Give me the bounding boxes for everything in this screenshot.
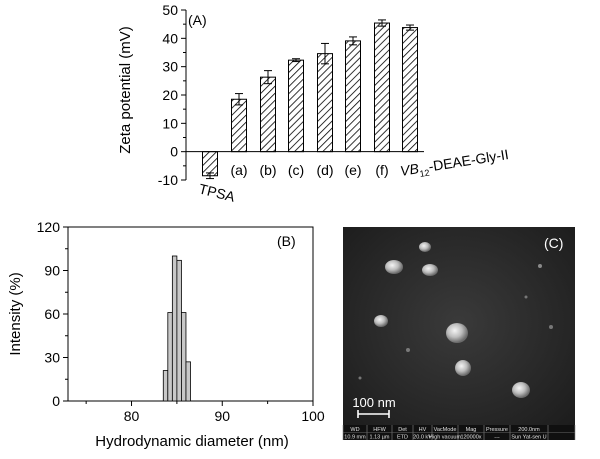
sem-info-header: VacMode (434, 427, 457, 433)
sem-particle (455, 360, 471, 376)
scale-bar (357, 410, 390, 418)
sem-info-value: Sun Yat-sen U (511, 435, 546, 441)
sem-particle (385, 260, 403, 274)
size-y-tick-label: 30 (44, 350, 60, 366)
sem-info-value: 10.9 mm (344, 435, 366, 441)
zeta-bar (260, 76, 276, 153)
category-label: (b) (259, 162, 276, 178)
zeta-y-tick-label: 20 (162, 87, 178, 103)
category-label: (a) (230, 162, 247, 178)
zeta-error-bar (292, 58, 300, 63)
size-histogram-bar (181, 312, 187, 402)
sem-info-value: 120000x (460, 435, 481, 441)
size-y-tick-label: 0 (52, 393, 60, 409)
sem-particle (422, 264, 438, 276)
sem-info-header: Det (398, 427, 407, 433)
sem-info-header: Pressure (486, 427, 508, 433)
size-histogram-bar (162, 370, 169, 402)
sem-particle (524, 295, 528, 299)
zeta-y-tick-label: -10 (158, 172, 178, 188)
size-y-tick-label: 120 (37, 219, 61, 235)
sem-info-header: Mag (466, 427, 477, 433)
zeta-error-bar (378, 19, 386, 27)
size-histogram-bar (176, 259, 182, 402)
sem-particles (358, 242, 553, 398)
zeta-y-tick-label: 10 (162, 115, 178, 131)
sem-particle (538, 264, 542, 268)
zeta-bars: (a) (b) (c) (d) (e) (f) (202, 19, 418, 180)
zeta-bar (202, 151, 218, 177)
category-label: (d) (316, 162, 333, 178)
sem-particle (374, 315, 388, 327)
zeta-bar (402, 27, 418, 153)
size-x-tick-label: 100 (301, 408, 325, 424)
size-histogram-bar (171, 255, 178, 402)
size-x-axis-label: Hydrodynamic diameter (nm) (95, 433, 288, 450)
sem-info-value: 20.0 kV (413, 435, 432, 441)
category-label-tpsa: TPSA (197, 180, 237, 205)
zeta-bar (345, 40, 361, 153)
category-label: (e) (344, 162, 361, 178)
sem-info-header: HV (419, 427, 427, 433)
category-label: (c) (288, 162, 304, 178)
sem-particle (358, 376, 362, 380)
sem-info-header: 200.0nm (518, 427, 540, 433)
sem-particle (419, 242, 431, 252)
size-histogram-bar (185, 361, 191, 402)
sem-info-header: WD (350, 427, 359, 433)
sem-info-value: High vacuum (429, 435, 462, 441)
size-x-tick-label: 90 (214, 408, 230, 424)
zeta-y-axis: -10 0 10 20 30 40 50 (158, 2, 424, 188)
zeta-panel-label: (A) (188, 12, 207, 28)
sem-particle (406, 348, 410, 352)
size-x-tick-label: 80 (124, 408, 140, 424)
zeta-potential-chart: (a) (b) (c) (d) (e) (f) -10 0 10 20 30 40 50 Zeta p… (117, 2, 510, 205)
sem-micrograph: (C) 100 nm WD HFW Det HV VacMode Mag Pressure 2… (342, 227, 576, 441)
zeta-error-bar (349, 36, 357, 46)
zeta-y-axis-label: Zeta potential (mV) (117, 26, 134, 154)
zeta-y-tick-label: 30 (162, 59, 178, 75)
size-panel-label: (B) (277, 233, 296, 249)
sem-particle (512, 382, 530, 398)
zeta-error-bar (321, 42, 329, 65)
zeta-error-bar (406, 24, 414, 31)
size-y-axis-label: Intensity (%) (7, 272, 24, 355)
sem-info-header: HFW (373, 427, 386, 433)
size-axes: 80 90 100 0 30 60 90 120 (37, 219, 325, 424)
size-distribution-chart: 80 90 100 0 30 60 90 120 Hydrodynamic diameter … (7, 219, 325, 450)
zeta-error-bar (206, 172, 214, 180)
sem-particle (549, 325, 553, 329)
zeta-error-bar (235, 93, 243, 106)
sem-info-value: 1.13 µm (370, 435, 390, 441)
sem-info-bar: WD HFW Det HV VacMode Mag Pressure 200.0nm 10.9 … (342, 425, 576, 441)
zeta-y-tick-label: 0 (170, 144, 178, 160)
sem-info-value: ETD (397, 435, 408, 441)
sem-particle (446, 323, 468, 343)
size-y-tick-label: 90 (44, 263, 60, 279)
zeta-bar (231, 98, 247, 153)
size-histogram-bars (162, 255, 191, 402)
category-label: (f) (375, 162, 388, 178)
zeta-y-tick-label: 40 (162, 30, 178, 46)
zeta-bar (374, 22, 390, 153)
zeta-bar (288, 59, 304, 153)
size-histogram-bar (167, 312, 173, 402)
zeta-y-tick-label: 50 (162, 2, 178, 18)
zeta-error-bar (264, 70, 272, 85)
zeta-bar (317, 53, 333, 153)
sem-info-value: --- (494, 435, 500, 441)
size-y-tick-label: 60 (44, 306, 60, 322)
sem-panel-label: (C) (544, 235, 563, 251)
scale-bar-label: 100 nm (352, 395, 395, 410)
